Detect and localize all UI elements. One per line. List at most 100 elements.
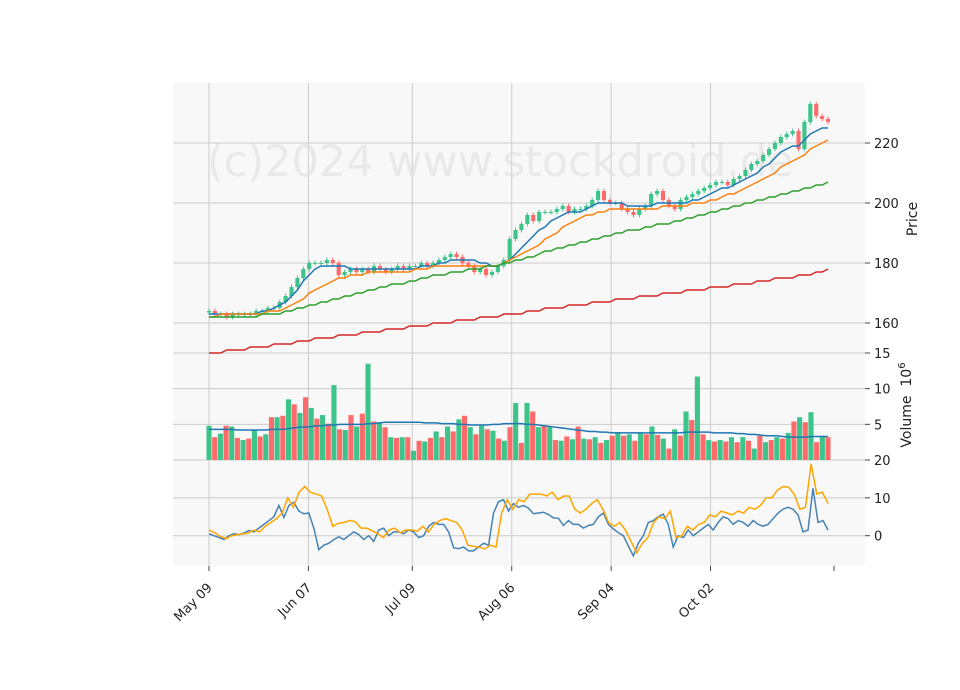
- volume-bar: [302, 397, 309, 460]
- volume-bar: [490, 430, 496, 460]
- volume-bar: [518, 442, 524, 460]
- candle-body: [601, 191, 607, 200]
- volume-bar: [825, 437, 831, 460]
- candle-body: [377, 266, 383, 269]
- volume-bar: [371, 421, 377, 460]
- volume-bar: [734, 442, 740, 460]
- candle-body: [525, 215, 530, 224]
- moving-averages: [209, 127, 829, 354]
- candle-body: [531, 215, 536, 221]
- volume-bar: [479, 425, 485, 460]
- volume-bar: [723, 441, 729, 460]
- candle-body: [796, 131, 801, 149]
- volume-bar: [598, 442, 604, 460]
- candle-body: [708, 185, 713, 188]
- volume-bar: [212, 437, 218, 460]
- candle-body: [301, 269, 306, 278]
- candle-body: [366, 269, 371, 272]
- candle-body: [425, 263, 430, 266]
- candle-body: [542, 212, 548, 213]
- candle-body: [395, 266, 400, 269]
- candle-body: [206, 311, 212, 313]
- volume-bar: [626, 434, 632, 460]
- volume-bar: [473, 434, 479, 460]
- volume-bar: [609, 435, 615, 460]
- volume-bar: [694, 376, 700, 460]
- volume-bar: [342, 430, 348, 460]
- x-tick-label: Jun 07: [275, 581, 315, 621]
- candle-body: [336, 263, 341, 275]
- volume-bar: [444, 426, 451, 460]
- candle-body: [265, 308, 271, 311]
- volume-bar: [530, 411, 536, 460]
- candle-body: [596, 191, 601, 200]
- candle-body: [654, 191, 660, 194]
- volume-bar: [325, 423, 331, 460]
- volume-bar: [745, 440, 752, 460]
- candle-body: [660, 191, 665, 200]
- candle-body: [342, 272, 347, 275]
- volume-bar: [439, 437, 445, 460]
- volume-bar: [251, 430, 257, 460]
- volume-bar: [246, 438, 252, 460]
- volume-bar: [501, 440, 507, 460]
- candle-body: [401, 266, 406, 269]
- volume-bar: [507, 427, 513, 460]
- volume-bar: [558, 440, 564, 460]
- candle-body: [713, 182, 719, 185]
- volume-bar: [751, 448, 757, 460]
- volume-bar: [768, 440, 774, 460]
- volume-bar: [666, 448, 672, 460]
- x-tick-label: Oct 02: [676, 581, 717, 622]
- volume-bar: [433, 431, 439, 460]
- x-tick-label: Sep 04: [575, 581, 618, 624]
- candle-body: [466, 263, 471, 266]
- candle-body: [755, 161, 760, 164]
- volume-bar: [422, 441, 428, 460]
- candle-body: [784, 134, 789, 137]
- ma-line: [209, 127, 828, 315]
- volume-bar: [632, 440, 638, 460]
- signal-line: [208, 463, 829, 555]
- ma-line: [209, 139, 829, 318]
- volume-bar: [802, 422, 808, 460]
- candle-body: [625, 209, 630, 212]
- candle-body: [354, 269, 359, 272]
- volume-bar: [320, 415, 326, 460]
- candle-body: [295, 278, 300, 287]
- volume-bar: [791, 421, 797, 460]
- candle-body: [678, 200, 683, 209]
- candle-body: [224, 314, 229, 317]
- volume-bar: [762, 442, 769, 460]
- volume-bar: [410, 450, 416, 460]
- candle-body: [489, 272, 495, 275]
- candle-body: [283, 296, 288, 302]
- volume-bar: [376, 422, 382, 460]
- volume-bar: [564, 436, 570, 460]
- x-tick-label: May 09: [171, 581, 215, 625]
- volume-bar: [240, 440, 246, 460]
- volume-bar: [496, 438, 502, 460]
- volume-bar: [819, 436, 825, 460]
- candle-body: [814, 104, 819, 116]
- candle-body: [672, 206, 677, 209]
- volume-bar: [399, 437, 405, 460]
- volume-bar: [717, 440, 723, 460]
- candle-body: [749, 164, 754, 170]
- candle-body: [778, 137, 783, 143]
- candle-body: [584, 206, 589, 209]
- volume-tick-label: 15: [874, 347, 891, 362]
- volume-tick-label: 5: [874, 418, 882, 433]
- volume-bar: [223, 425, 229, 460]
- candle-body: [578, 209, 583, 210]
- candle-body: [719, 182, 724, 183]
- ma-line: [209, 268, 829, 354]
- volume-bar: [382, 427, 388, 460]
- macd-tick-label: 10: [874, 492, 891, 507]
- candle-body: [684, 197, 689, 200]
- macd-line: [208, 488, 829, 558]
- volume-bar: [513, 402, 519, 460]
- volume-bar: [285, 399, 292, 460]
- candle-body: [230, 314, 235, 317]
- candle-body: [590, 200, 595, 206]
